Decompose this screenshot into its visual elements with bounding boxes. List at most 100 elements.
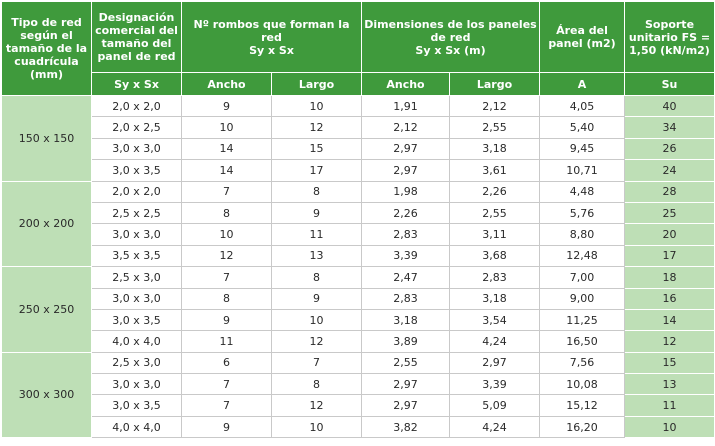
cell-rombos-largo: 9 [271, 201, 362, 225]
cell-designacion: 3,0 x 3,0 [91, 137, 182, 161]
cell-rombos-ancho: 11 [181, 330, 272, 353]
header-dimensiones-sub: Sy x Sx (m) [415, 43, 486, 57]
cell-area: 7,00 [539, 266, 625, 289]
cell-area: 16,50 [539, 330, 625, 353]
cell-rombos-largo: 11 [271, 223, 362, 246]
cell-soporte: 25 [624, 201, 715, 225]
cell-designacion: 2,0 x 2,5 [91, 116, 182, 139]
table-row: 150 x 150 2,0 x 2,0 9 10 1,91 2,12 4,05 40 [1, 94, 715, 182]
table-row: 2,5 x 2,5 8 9 2,26 2,55 5,76 25 [2, 201, 715, 225]
header-designacion: Designación comercial del tamaño del pan… [91, 1, 182, 73]
cell-rombos-largo: 10 [271, 308, 362, 332]
table-row: 3,0 x 3,5 7 12 2,97 5,09 15,12 11 [2, 394, 715, 417]
cell-soporte: 26 [624, 137, 715, 161]
cell-designacion: 3,0 x 3,5 [91, 308, 182, 332]
cell-rombos-largo: 12 [271, 330, 362, 353]
cell-soporte: 13 [624, 373, 715, 396]
cell-rombos-largo: 8 [271, 373, 362, 396]
cell-soporte: 40 [624, 94, 715, 118]
cell-designacion: 2,5 x 2,5 [91, 201, 182, 225]
cell-soporte: 14 [624, 308, 715, 332]
cell-designacion: 3,5 x 3,5 [91, 244, 182, 268]
table-row: 300 x 300 2,5 x 3,0 6 7 2,55 2,97 7,56 15 [1, 351, 715, 439]
group-label: 300 x 300 [1, 351, 92, 439]
cell-dim-largo: 3,54 [449, 308, 540, 332]
cell-rombos-ancho: 7 [181, 373, 272, 396]
header-row-main: Tipo de red según el tamaño de la cuadrí… [1, 1, 715, 96]
table-row: 3,0 x 3,5 9 10 3,18 3,54 11,25 14 [2, 308, 715, 332]
cell-dim-largo: 2,12 [449, 94, 540, 118]
cell-dim-largo: 2,97 [449, 351, 540, 375]
cell-rombos-ancho: 9 [181, 415, 272, 439]
cell-area: 5,76 [539, 201, 625, 225]
cell-rombos-ancho: 10 [181, 223, 272, 246]
cell-area: 9,00 [539, 287, 625, 310]
cell-soporte: 34 [624, 116, 715, 139]
cell-dim-ancho: 3,39 [361, 244, 450, 268]
cell-rombos-ancho: 10 [181, 116, 272, 139]
subheader-su: Su [624, 72, 715, 96]
cell-dim-largo: 2,83 [449, 266, 540, 289]
cell-dim-largo: 3,39 [449, 373, 540, 396]
table-row: 4,0 x 4,0 9 10 3,82 4,24 16,20 10 [2, 415, 715, 439]
cell-dim-ancho: 2,97 [361, 137, 450, 161]
cell-dim-largo: 2,26 [449, 180, 540, 203]
table-row: 2,0 x 2,5 10 12 2,12 2,55 5,40 34 [2, 116, 715, 139]
subheader-largo-m: Largo [449, 72, 540, 96]
cell-dim-largo: 4,24 [449, 415, 540, 439]
group-label: 150 x 150 [1, 95, 92, 182]
cell-dim-largo: 2,55 [449, 201, 540, 225]
cell-dim-ancho: 3,89 [361, 330, 450, 353]
cell-dim-largo: 3,11 [449, 223, 540, 246]
table-row: 3,0 x 3,0 7 8 2,97 3,39 10,08 13 [2, 373, 715, 396]
header-rombos-title: Nº rombos que forman la red [193, 17, 350, 44]
group-label: 200 x 200 [1, 180, 92, 268]
cell-area: 11,25 [539, 308, 625, 332]
cell-designacion: 2,5 x 3,0 [91, 266, 182, 289]
cell-area: 9,45 [539, 137, 625, 161]
cell-rombos-ancho: 8 [181, 201, 272, 225]
cell-soporte: 12 [624, 330, 715, 353]
cell-soporte: 11 [624, 394, 715, 417]
cell-designacion: 3,0 x 3,0 [91, 287, 182, 310]
cell-rombos-largo: 8 [271, 266, 362, 289]
cell-rombos-ancho: 8 [181, 287, 272, 310]
cell-rombos-largo: 13 [271, 244, 362, 268]
subheader-largo: Largo [271, 72, 362, 96]
cell-dim-largo: 5,09 [449, 394, 540, 417]
cell-designacion: 3,0 x 3,5 [91, 394, 182, 417]
header-rombos: Nº rombos que forman la red Sy x Sx [181, 1, 362, 73]
cell-area: 12,48 [539, 244, 625, 268]
cell-dim-ancho: 1,98 [361, 180, 450, 203]
header-dimensiones-title: Dimensiones de los paneles de red [364, 17, 537, 44]
table-row: 200 x 200 2,0 x 2,0 7 8 1,98 2,26 4,48 28 [1, 180, 715, 268]
cell-dim-largo: 3,61 [449, 159, 540, 182]
cell-dim-largo: 3,68 [449, 244, 540, 268]
cell-area: 7,56 [539, 351, 625, 375]
cell-rombos-ancho: 14 [181, 137, 272, 161]
header-dimensiones: Dimensiones de los paneles de red Sy x Sx… [361, 1, 540, 73]
cell-dim-ancho: 2,97 [361, 394, 450, 417]
cell-dim-largo: 2,55 [449, 116, 540, 139]
subheader-ancho: Ancho [181, 72, 272, 96]
cell-rombos-ancho: 14 [181, 159, 272, 182]
cell-designacion: 4,0 x 4,0 [91, 330, 182, 353]
cell-soporte: 10 [624, 415, 715, 439]
cell-rombos-largo: 7 [271, 351, 362, 375]
cell-designacion: 2,0 x 2,0 [91, 180, 182, 203]
cell-rombos-ancho: 9 [181, 94, 272, 118]
cell-rombos-ancho: 9 [181, 308, 272, 332]
table-body: 150 x 150 2,0 x 2,0 9 10 1,91 2,12 4,05 40 2,0 x… [1, 94, 715, 439]
header-rombos-sub: Sy x Sx [249, 43, 294, 57]
cell-dim-largo: 4,24 [449, 330, 540, 353]
cell-area: 15,12 [539, 394, 625, 417]
cell-designacion: 3,0 x 3,5 [91, 159, 182, 182]
cell-rombos-ancho: 7 [181, 180, 272, 203]
cell-dim-ancho: 3,82 [361, 415, 450, 439]
cell-dim-largo: 3,18 [449, 137, 540, 161]
cell-area: 10,71 [539, 159, 625, 182]
cell-dim-ancho: 2,97 [361, 159, 450, 182]
header-soporte: Soporte unitario FS = 1,50 (kN/m2) [624, 1, 715, 73]
cell-rombos-largo: 9 [271, 287, 362, 310]
